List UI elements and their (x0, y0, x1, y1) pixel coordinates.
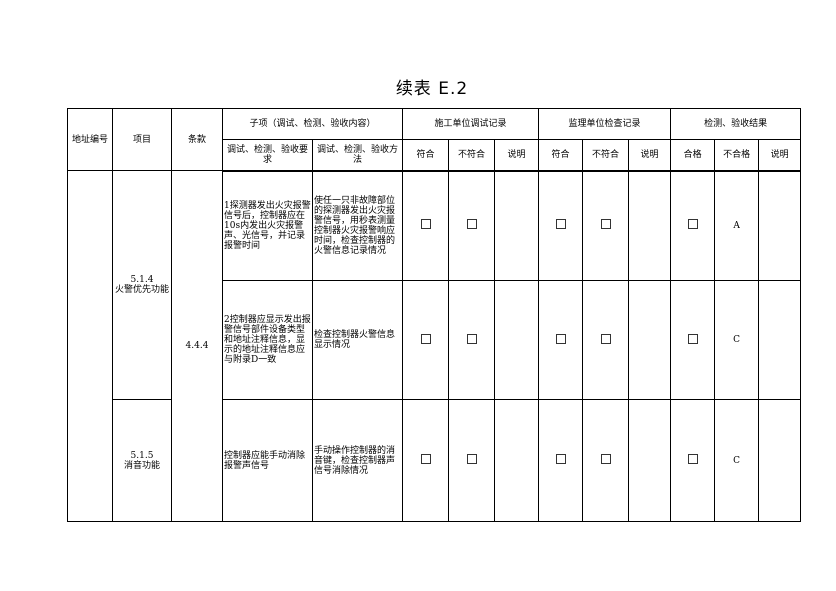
item-code: 5.1.4 (130, 275, 154, 285)
header-pass: 合格 (670, 139, 716, 172)
checkbox[interactable] (600, 219, 611, 230)
checkbox[interactable] (600, 454, 611, 464)
header-s-nonconform: 不符合 (582, 139, 630, 172)
header-r-note: 说明 (758, 139, 802, 172)
fail-cell[interactable]: C (714, 280, 760, 400)
note-cell[interactable] (758, 170, 802, 281)
checkbox[interactable] (466, 219, 477, 230)
header-s-conform: 符合 (538, 139, 584, 172)
header-fail: 不合格 (714, 139, 760, 172)
page-title: 续表 E.2 (395, 79, 469, 99)
header-c-conform: 符合 (402, 139, 450, 172)
requirement-cell: 1探测器发出火灾报警信号后，控制器应在10s内发出火灾报警声、光信号，并记录报警… (222, 170, 313, 281)
address-cell[interactable] (67, 170, 113, 522)
checkbox[interactable] (555, 219, 566, 230)
note-cell[interactable] (494, 280, 540, 400)
header-requirement: 调试、检测、验收要求 (222, 139, 313, 172)
table-row: 5.1.5 消音功能 控制器应能手动消除报警声信号 手动操作控制器的消音键，检查控… (68, 399, 802, 522)
checkbox[interactable] (420, 333, 431, 344)
checkbox[interactable] (555, 333, 566, 344)
checkbox[interactable] (420, 454, 431, 464)
item-cell: 5.1.5 消音功能 (112, 399, 172, 522)
header-supervision: 监理单位检查记录 (538, 108, 672, 140)
note-cell[interactable] (494, 399, 540, 522)
header-c-note: 说明 (494, 139, 540, 172)
table-row: 5.1.4 火警优先功能 4.4.4 1探测器发出火灾报警信号后，控制器应在10s… (67, 170, 802, 522)
note-cell[interactable] (628, 280, 672, 400)
checkbox[interactable] (466, 333, 477, 344)
header-c-nonconform: 不符合 (448, 139, 496, 172)
requirement-cell: 2控制器应显示发出报警信号部件设备类型和地址注释信息，显示的地址注释信息应与附录… (222, 280, 313, 400)
method-cell: 使任一只非故障部位的探测器发出火灾报警信号，用秒表测量控制器火灾报警响应时间，检… (311, 170, 404, 281)
fail-cell[interactable]: A (714, 170, 760, 281)
checkbox[interactable] (600, 333, 611, 344)
item-code: 5.1.5 (130, 450, 154, 461)
header-clause: 条款 (171, 108, 223, 171)
item-name: 消音功能 (123, 460, 160, 471)
note-cell[interactable] (628, 170, 672, 281)
checkbox[interactable] (466, 454, 477, 464)
table-row: 2控制器应显示发出报警信号部件设备类型和地址注释信息，显示的地址注释信息应与附录… (68, 280, 802, 400)
checkbox[interactable] (687, 454, 698, 464)
item-name: 火警优先功能 (114, 285, 169, 295)
fail-cell[interactable]: C (714, 399, 760, 522)
note-cell[interactable] (758, 399, 802, 522)
header-address: 地址编号 (67, 108, 113, 171)
note-cell[interactable] (628, 399, 672, 522)
checkbox[interactable] (687, 219, 698, 230)
header-result: 检测、验收结果 (670, 108, 802, 140)
header-subitem: 子项（调试、检测、验收内容） (221, 108, 404, 140)
checkbox[interactable] (687, 333, 698, 344)
requirement-cell: 控制器应能手动消除报警声信号 (222, 399, 313, 522)
note-cell[interactable] (758, 280, 802, 400)
clause-cell: 4.4.4 (171, 170, 223, 522)
method-cell: 检查控制器火警信息显示情况 (311, 280, 404, 400)
method-cell: 手动操作控制器的消音键，检查控制器声信号消除情况 (311, 399, 404, 522)
header-item: 项目 (112, 108, 172, 171)
checkbox[interactable] (555, 454, 566, 464)
header-method: 调试、检测、验收方法 (311, 139, 404, 172)
note-cell[interactable] (494, 170, 540, 281)
acceptance-table: 地址编号 项目 条款 子项（调试、检测、验收内容） 施工单位调试记录 监理单位检… (67, 108, 802, 522)
header-s-note: 说明 (628, 139, 672, 172)
checkbox[interactable] (420, 219, 431, 230)
item-cell: 5.1.4 火警优先功能 (112, 170, 172, 400)
header-construction: 施工单位调试记录 (402, 108, 540, 140)
